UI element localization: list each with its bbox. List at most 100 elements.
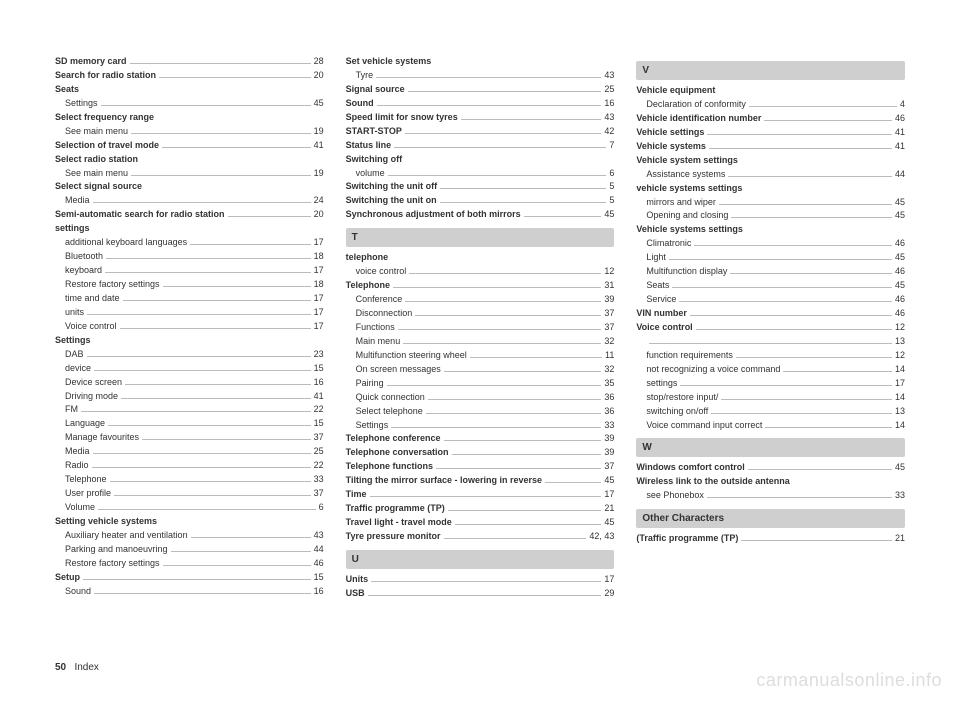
index-heading: Select frequency range — [55, 111, 324, 125]
leader-line — [106, 254, 311, 259]
index-entry: additional keyboard languages17 — [55, 236, 324, 250]
index-entry-page: 45 — [895, 196, 905, 210]
index-entry-page: 19 — [314, 167, 324, 181]
index-entry-page: 45 — [895, 279, 905, 293]
leader-line — [125, 380, 311, 385]
index-entry-page: 20 — [314, 69, 324, 83]
index-entry: Telephone functions37 — [346, 460, 615, 474]
index-entry: FM22 — [55, 403, 324, 417]
leader-line — [131, 129, 311, 134]
index-entry-label: (Traffic programme (TP) — [636, 532, 738, 546]
index-entry-page: 37 — [604, 321, 614, 335]
leader-line — [87, 310, 311, 315]
index-entry: On screen messages32 — [346, 363, 615, 377]
leader-line — [694, 241, 892, 246]
index-heading-label: Setting vehicle systems — [55, 515, 157, 529]
index-entry: Voice command input correct14 — [636, 419, 905, 433]
leader-line — [371, 577, 601, 582]
leader-line — [393, 283, 601, 288]
leader-line — [690, 311, 892, 316]
index-entry-page: 21 — [604, 502, 614, 516]
index-entry-label: Bluetooth — [65, 250, 103, 264]
index-entry-label: Climatronic — [646, 237, 691, 251]
index-entry-label: Speed limit for snow tyres — [346, 111, 458, 125]
index-entry-label: stop/restore input/ — [646, 391, 718, 405]
leader-line — [748, 466, 892, 471]
index-entry-label: Tilting the mirror surface - lowering in… — [346, 474, 542, 488]
index-entry: Windows comfort control45 — [636, 461, 905, 475]
index-entry-label: Language — [65, 417, 105, 431]
index-entry-label: Media — [65, 445, 90, 459]
index-entry: Driving mode 41 — [55, 390, 324, 404]
index-entry: Select telephone36 — [346, 405, 615, 419]
leader-line — [370, 492, 602, 497]
index-heading: Wireless link to the outside antenna — [636, 475, 905, 489]
index-heading-label: Vehicle system settings — [636, 154, 738, 168]
index-entry-page: 24 — [314, 194, 324, 208]
index-entry-page: 15 — [314, 362, 324, 376]
index-entry-page: 7 — [609, 139, 614, 153]
index-entry-label: Voice command input correct — [646, 419, 762, 433]
leader-line — [741, 536, 892, 541]
index-entry: Tyre pressure monitor42, 43 — [346, 530, 615, 544]
letter-header: T — [346, 228, 615, 247]
index-entry-label: Tyre — [356, 69, 374, 83]
index-entry: User profile37 — [55, 487, 324, 501]
index-entry-label: Vehicle identification number — [636, 112, 761, 126]
leader-line — [123, 296, 311, 301]
index-entry-label: Telephone — [346, 279, 390, 293]
index-entry-page: 17 — [604, 573, 614, 587]
index-entry-label: units — [65, 306, 84, 320]
index-entry-page: 12 — [895, 321, 905, 335]
index-entry-label: switching on/off — [646, 405, 708, 419]
index-entry-page: 25 — [314, 445, 324, 459]
index-entry-page: 33 — [895, 489, 905, 503]
index-entry-label: See main menu — [65, 167, 128, 181]
leader-line — [394, 143, 606, 148]
index-entry: Vehicle systems41 — [636, 140, 905, 154]
index-entry: Traffic programme (TP)21 — [346, 502, 615, 516]
index-entry-label: Disconnection — [356, 307, 413, 321]
leader-line — [524, 212, 602, 217]
index-entry: device15 — [55, 362, 324, 376]
index-heading: telephone — [346, 251, 615, 265]
leader-line — [736, 353, 892, 358]
index-entry: Multifunction display46 — [636, 265, 905, 279]
index-entry: Language15 — [55, 417, 324, 431]
index-entry-page: 22 — [314, 403, 324, 417]
index-entry-page: 37 — [604, 307, 614, 321]
index-entry-label: Units — [346, 573, 369, 587]
leader-line — [110, 477, 311, 482]
index-entry-label: On screen messages — [356, 363, 441, 377]
index-heading: Select signal source — [55, 180, 324, 194]
leader-line — [191, 533, 311, 538]
index-entry-page: 41 — [314, 390, 324, 404]
index-heading: settings — [55, 222, 324, 236]
index-entry-label: Windows comfort control — [636, 461, 744, 475]
index-entry: keyboard17 — [55, 264, 324, 278]
leader-line — [669, 255, 892, 260]
index-entry-page: 21 — [895, 532, 905, 546]
index-entry-label: Auxiliary heater and ventilation — [65, 529, 188, 543]
index-entry-label: User profile — [65, 487, 111, 501]
leader-line — [163, 561, 311, 566]
index-entry-label: settings — [646, 377, 677, 391]
leader-line — [93, 449, 311, 454]
index-entry: Declaration of conformity4 — [636, 98, 905, 112]
index-entry-label: Driving mode — [65, 390, 118, 404]
index-entry-page: 37 — [604, 460, 614, 474]
index-heading: Vehicle equipment — [636, 84, 905, 98]
index-entry-label: Status line — [346, 139, 392, 153]
index-entry-page: 39 — [604, 446, 614, 460]
index-entry: Setup15 — [55, 571, 324, 585]
leader-line — [765, 423, 892, 428]
index-entry-page: 17 — [314, 292, 324, 306]
index-entry: USB29 — [346, 587, 615, 601]
leader-line — [440, 198, 607, 203]
index-entry-page: 43 — [604, 69, 614, 83]
index-entry-page: 45 — [314, 97, 324, 111]
index-entry-page: 36 — [604, 391, 614, 405]
index-entry: See main menu19 — [55, 125, 324, 139]
index-entry-label: voice control — [356, 265, 407, 279]
index-entry: Functions37 — [346, 321, 615, 335]
